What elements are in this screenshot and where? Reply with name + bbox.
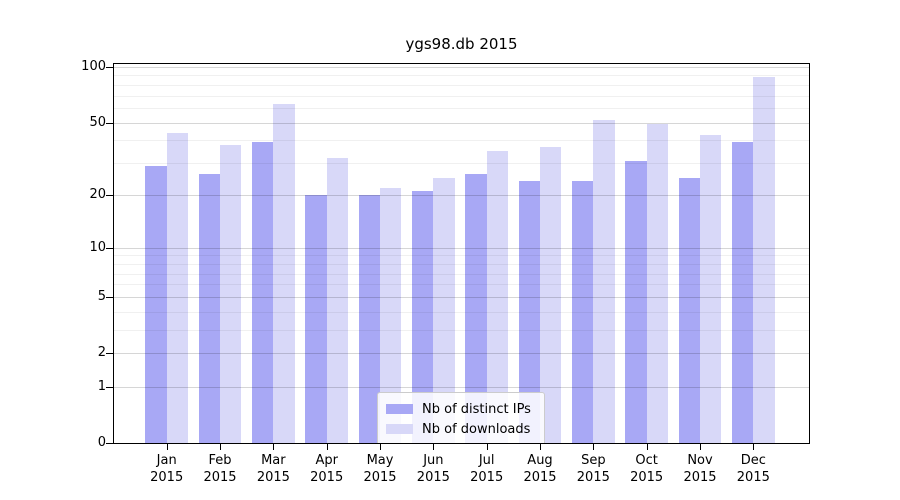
x-tick-label: Feb 2015 xyxy=(190,452,250,486)
x-tick-label: Sep 2015 xyxy=(563,452,623,486)
bar-distinct-ips xyxy=(305,194,327,443)
x-tick-label-year: 2015 xyxy=(256,470,290,485)
bar-distinct-ips xyxy=(412,191,434,443)
legend-item-distinct-ips: Nb of distinct IPs xyxy=(386,399,536,419)
x-tick-label-year: 2015 xyxy=(736,470,770,485)
y-tick-label: 2 xyxy=(97,345,106,361)
x-tick-label: Mar 2015 xyxy=(243,452,303,486)
x-tick-label-year: 2015 xyxy=(630,470,664,485)
bar-downloads xyxy=(646,124,668,443)
x-tick-label: Apr 2015 xyxy=(297,452,357,486)
x-tick-label: Aug 2015 xyxy=(510,452,570,486)
x-tick-label-year: 2015 xyxy=(523,470,557,485)
y-tick-label: 50 xyxy=(89,114,106,130)
x-tick-mark xyxy=(593,444,595,450)
bar-downloads xyxy=(273,104,295,443)
x-tick-label-year: 2015 xyxy=(683,470,717,485)
y-tick-label: 100 xyxy=(81,59,106,74)
y-tick-label: 20 xyxy=(89,186,106,202)
x-tick-mark xyxy=(486,444,488,450)
y-tick-mark xyxy=(106,247,113,249)
x-tick-label-year: 2015 xyxy=(150,470,184,485)
bar-downloads xyxy=(380,187,402,443)
bar-distinct-ips xyxy=(572,180,594,443)
bar-downloads xyxy=(753,77,775,443)
y-tick-mark xyxy=(106,194,113,196)
x-tick-label-year: 2015 xyxy=(310,470,344,485)
bar-distinct-ips xyxy=(678,177,700,443)
bar-downloads xyxy=(220,144,242,443)
y-tick-label: 10 xyxy=(89,239,106,255)
bar-distinct-ips xyxy=(732,142,754,443)
x-tick-label: Jan 2015 xyxy=(137,452,197,486)
x-tick-label: Jun 2015 xyxy=(403,452,463,486)
x-tick-label: May 2015 xyxy=(350,452,410,486)
bar-distinct-ips xyxy=(145,165,167,443)
bar-downloads xyxy=(166,132,188,443)
x-tick-label-year: 2015 xyxy=(363,470,397,485)
bar-downloads xyxy=(486,151,508,443)
bar-distinct-ips xyxy=(625,160,647,443)
x-tick-label-year: 2015 xyxy=(416,470,450,485)
y-tick-label: 5 xyxy=(97,289,106,305)
legend-item-downloads: Nb of downloads xyxy=(386,419,536,439)
bar-distinct-ips xyxy=(465,174,487,443)
y-tick-mark xyxy=(106,443,113,444)
x-tick-label: Dec 2015 xyxy=(723,452,783,486)
legend: Nb of distinct IPs Nb of downloads xyxy=(377,392,545,443)
chart-title: ygs98.db 2015 xyxy=(405,35,518,53)
x-tick-mark xyxy=(700,444,701,450)
x-tick-mark xyxy=(380,444,382,450)
y-tick-mark xyxy=(106,353,113,355)
y-tick-mark xyxy=(106,297,113,299)
y-tick-label: 0 xyxy=(97,435,106,450)
bar-distinct-ips xyxy=(518,180,540,443)
legend-swatch-downloads xyxy=(386,424,413,434)
legend-swatch-distinct-ips xyxy=(386,404,413,414)
x-tick-label: Oct 2015 xyxy=(617,452,677,486)
bar-distinct-ips xyxy=(358,194,381,443)
y-tick-label: 1 xyxy=(97,378,106,394)
x-tick-label: Jul 2015 xyxy=(457,452,517,486)
bar-downloads xyxy=(540,146,562,443)
x-tick-mark xyxy=(540,444,541,450)
bar-downloads xyxy=(700,134,722,443)
y-tick-mark xyxy=(106,67,113,68)
x-tick-mark xyxy=(326,444,328,450)
bars-layer xyxy=(114,64,809,443)
y-tick-mark xyxy=(106,386,113,388)
bar-downloads xyxy=(593,119,615,443)
legend-label-distinct-ips: Nb of distinct IPs xyxy=(422,401,531,417)
x-tick-mark xyxy=(646,444,648,450)
plot-area: Nb of distinct IPs Nb of downloads xyxy=(113,63,810,444)
bar-distinct-ips xyxy=(252,142,274,443)
x-tick-mark xyxy=(166,444,168,450)
bar-downloads xyxy=(326,158,348,443)
bar-distinct-ips xyxy=(198,174,221,443)
x-tick-label-year: 2015 xyxy=(576,470,610,485)
x-tick-mark xyxy=(433,444,435,450)
bar-downloads xyxy=(433,177,455,443)
x-tick-mark xyxy=(220,444,222,450)
x-tick-mark xyxy=(273,444,275,450)
x-tick-label: Nov 2015 xyxy=(670,452,730,486)
y-tick-mark xyxy=(106,122,113,124)
legend-label-downloads: Nb of downloads xyxy=(422,421,531,437)
x-tick-label-year: 2015 xyxy=(203,470,237,485)
x-tick-mark xyxy=(753,444,755,450)
x-tick-label-year: 2015 xyxy=(470,470,504,485)
